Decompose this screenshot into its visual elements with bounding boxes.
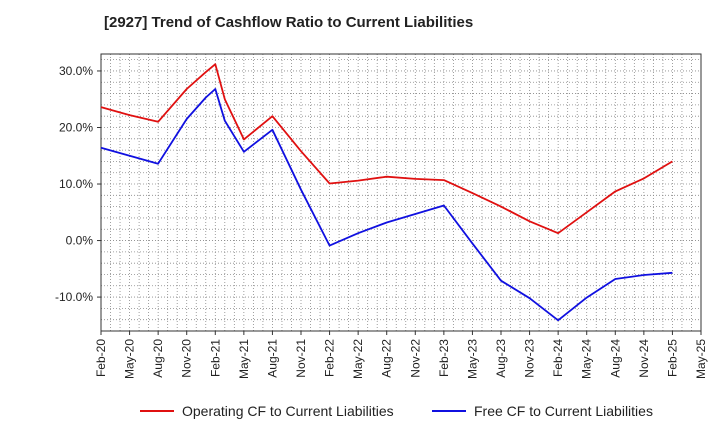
x-tick-label: Nov-22 [408,339,422,378]
legend-label-2: Free CF to Current Liabilities [474,403,653,419]
x-tick-label: Aug-20 [151,339,165,378]
series-line-1 [100,63,673,235]
x-tick-label: Aug-24 [608,339,622,378]
y-tick-label: 10.0% [59,177,93,191]
x-tick-label: Nov-23 [523,339,537,378]
y-tick-label: 0.0% [66,234,94,248]
x-tick-label: Aug-22 [380,339,394,378]
y-tick-label: -10.0% [55,290,93,304]
chart-title: [2927] Trend of Cashflow Ratio to Curren… [104,14,474,31]
x-tick-label: May-21 [237,339,251,379]
x-tick-label: Feb-23 [437,339,451,377]
x-tick-label: Feb-22 [323,339,337,377]
x-tick-label: Feb-25 [665,339,679,377]
plot-frame [100,53,702,332]
y-tick-label: 20.0% [59,120,93,134]
legend-label-1: Operating CF to Current Liabilities [182,403,394,419]
x-tick-label: Nov-20 [180,339,194,378]
x-tick-label: Feb-21 [208,339,222,377]
x-tick-label: Nov-24 [637,339,651,378]
x-tick-label: Feb-24 [551,339,565,377]
x-tick-label: May-24 [580,339,594,379]
series-line-2 [100,88,673,322]
x-tick-label: Nov-21 [294,339,308,378]
x-tick-label: May-20 [123,339,137,379]
y-tick-label: 30.0% [59,64,93,78]
x-tick-label: Aug-23 [494,339,508,378]
x-tick-label: Feb-20 [94,339,108,377]
x-tick-label: Aug-21 [265,339,279,378]
plot-area [101,54,701,331]
x-tick-label: May-25 [694,339,708,379]
x-tick-label: May-23 [465,339,479,379]
x-tick-label: May-22 [351,339,365,379]
